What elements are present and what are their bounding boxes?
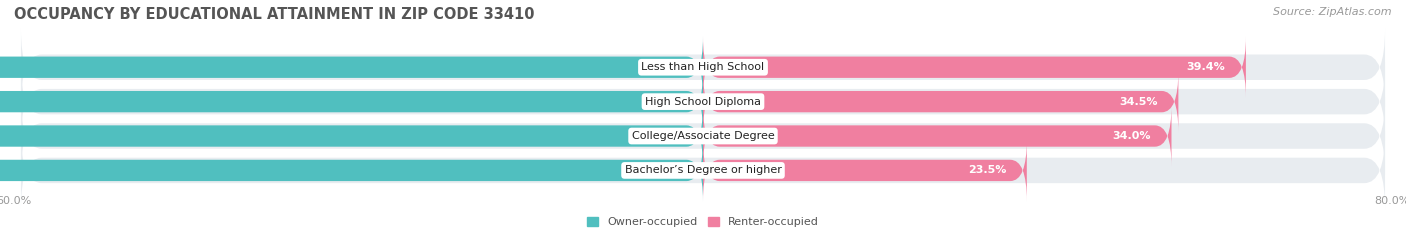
- FancyBboxPatch shape: [0, 71, 703, 132]
- FancyBboxPatch shape: [21, 97, 1385, 175]
- Legend: Owner-occupied, Renter-occupied: Owner-occupied, Renter-occupied: [582, 212, 824, 232]
- Text: 39.4%: 39.4%: [1187, 62, 1225, 72]
- Text: Less than High School: Less than High School: [641, 62, 765, 72]
- Text: High School Diploma: High School Diploma: [645, 97, 761, 107]
- Text: College/Associate Degree: College/Associate Degree: [631, 131, 775, 141]
- Text: 34.0%: 34.0%: [1112, 131, 1152, 141]
- Text: 23.5%: 23.5%: [967, 165, 1007, 175]
- FancyBboxPatch shape: [0, 105, 703, 167]
- Text: OCCUPANCY BY EDUCATIONAL ATTAINMENT IN ZIP CODE 33410: OCCUPANCY BY EDUCATIONAL ATTAINMENT IN Z…: [14, 7, 534, 22]
- FancyBboxPatch shape: [0, 140, 703, 201]
- FancyBboxPatch shape: [703, 37, 1246, 98]
- FancyBboxPatch shape: [21, 132, 1385, 209]
- Text: 34.5%: 34.5%: [1119, 97, 1157, 107]
- Text: Bachelor’s Degree or higher: Bachelor’s Degree or higher: [624, 165, 782, 175]
- FancyBboxPatch shape: [0, 37, 703, 98]
- FancyBboxPatch shape: [703, 105, 1171, 167]
- FancyBboxPatch shape: [703, 71, 1178, 132]
- Text: Source: ZipAtlas.com: Source: ZipAtlas.com: [1274, 7, 1392, 17]
- FancyBboxPatch shape: [703, 140, 1026, 201]
- FancyBboxPatch shape: [21, 63, 1385, 140]
- FancyBboxPatch shape: [21, 28, 1385, 106]
